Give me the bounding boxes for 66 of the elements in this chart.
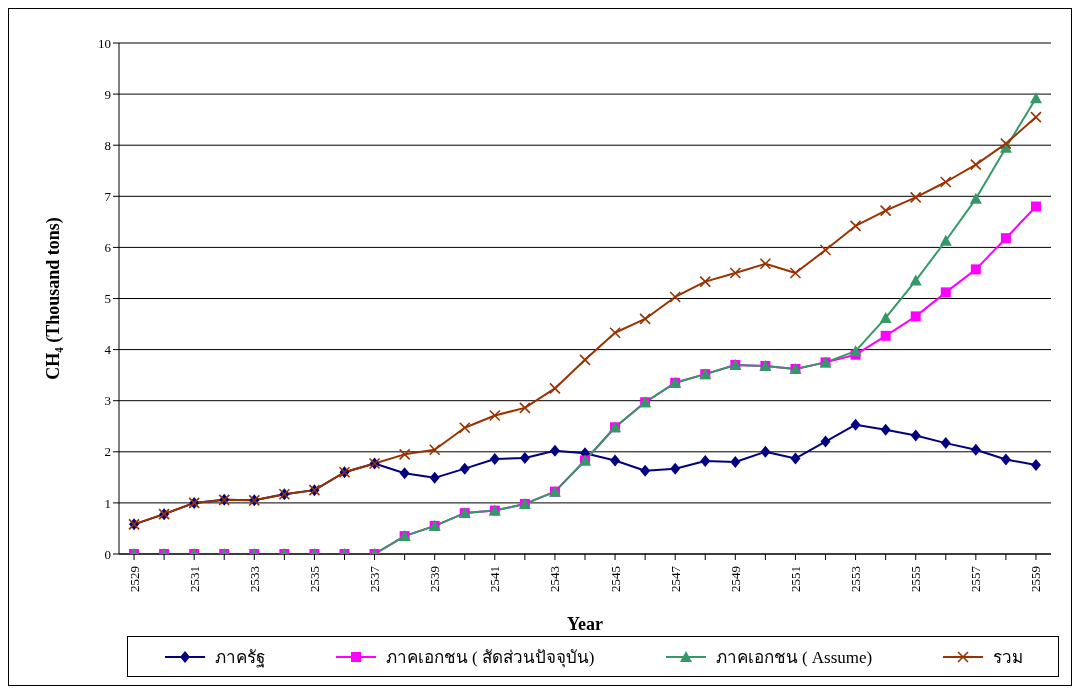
point (850, 418, 861, 431)
point (399, 467, 410, 480)
point (429, 471, 440, 484)
y-tick-label: 4 (104, 342, 112, 358)
x-tick-label: 2537 (367, 565, 383, 592)
y-axis-title: CH₄ (Thousand tons) (43, 217, 65, 380)
point (790, 452, 801, 465)
point (610, 454, 621, 467)
legend-label: ภาครัฐ (214, 647, 265, 670)
point (1030, 459, 1041, 472)
y-tick-label: 6 (104, 240, 112, 256)
point (910, 429, 921, 442)
y-tick-label: 3 (104, 393, 111, 409)
point (549, 444, 560, 457)
x-tick-label: 2559 (1028, 566, 1044, 592)
point (1030, 201, 1041, 212)
point (880, 423, 891, 436)
y-tick-label: 0 (104, 546, 111, 562)
x-tick-label: 2545 (607, 566, 623, 592)
point (670, 462, 681, 475)
point (700, 455, 711, 467)
x-tick-label: 2557 (968, 565, 984, 592)
x-tick-label: 2555 (908, 566, 924, 592)
point (909, 274, 922, 286)
point (1029, 92, 1042, 104)
point (640, 464, 651, 477)
x-axis-title: Year (567, 614, 603, 634)
point (940, 287, 951, 298)
point (849, 345, 862, 357)
x-tick-label: 2541 (487, 566, 503, 592)
point (880, 330, 891, 341)
y-tick-label: 8 (104, 137, 111, 153)
x-tick-label: 2535 (306, 566, 322, 592)
legend-label: รวม (993, 647, 1024, 669)
legend-label: ภาคเอกชน ( สัดส่วนปัจจุบัน) (385, 647, 595, 670)
point (910, 311, 921, 322)
point (760, 445, 771, 458)
point (489, 452, 500, 465)
y-tick-label: 5 (104, 291, 111, 307)
point (820, 435, 831, 448)
x-tick-label: 2529 (126, 566, 142, 592)
point (1000, 453, 1011, 466)
x-tick-label: 2533 (246, 566, 262, 592)
x-tick-label: 2539 (427, 566, 443, 592)
x-tick-label: 2551 (787, 566, 803, 592)
point (970, 443, 981, 456)
point (879, 311, 892, 323)
y-tick-label: 9 (104, 86, 111, 102)
x-tick-label: 2549 (727, 566, 743, 592)
x-tick-label: 2543 (547, 566, 563, 592)
y-tick-label: 2 (104, 444, 111, 460)
point (969, 192, 982, 204)
y-tick-label: 7 (104, 188, 112, 204)
point (730, 456, 741, 469)
point (1000, 233, 1011, 244)
x-tick-label: 2531 (186, 566, 202, 592)
y-tick-label: 10 (98, 35, 111, 51)
point (459, 462, 470, 475)
legend-label: ภาคเอกชน ( Assume) (715, 647, 873, 669)
point (939, 234, 952, 246)
y-tick-label: 1 (104, 495, 111, 511)
point (519, 451, 530, 464)
x-tick-label: 2547 (667, 565, 683, 592)
point (970, 264, 981, 275)
point (940, 437, 951, 450)
x-tick-label: 2553 (848, 566, 864, 592)
